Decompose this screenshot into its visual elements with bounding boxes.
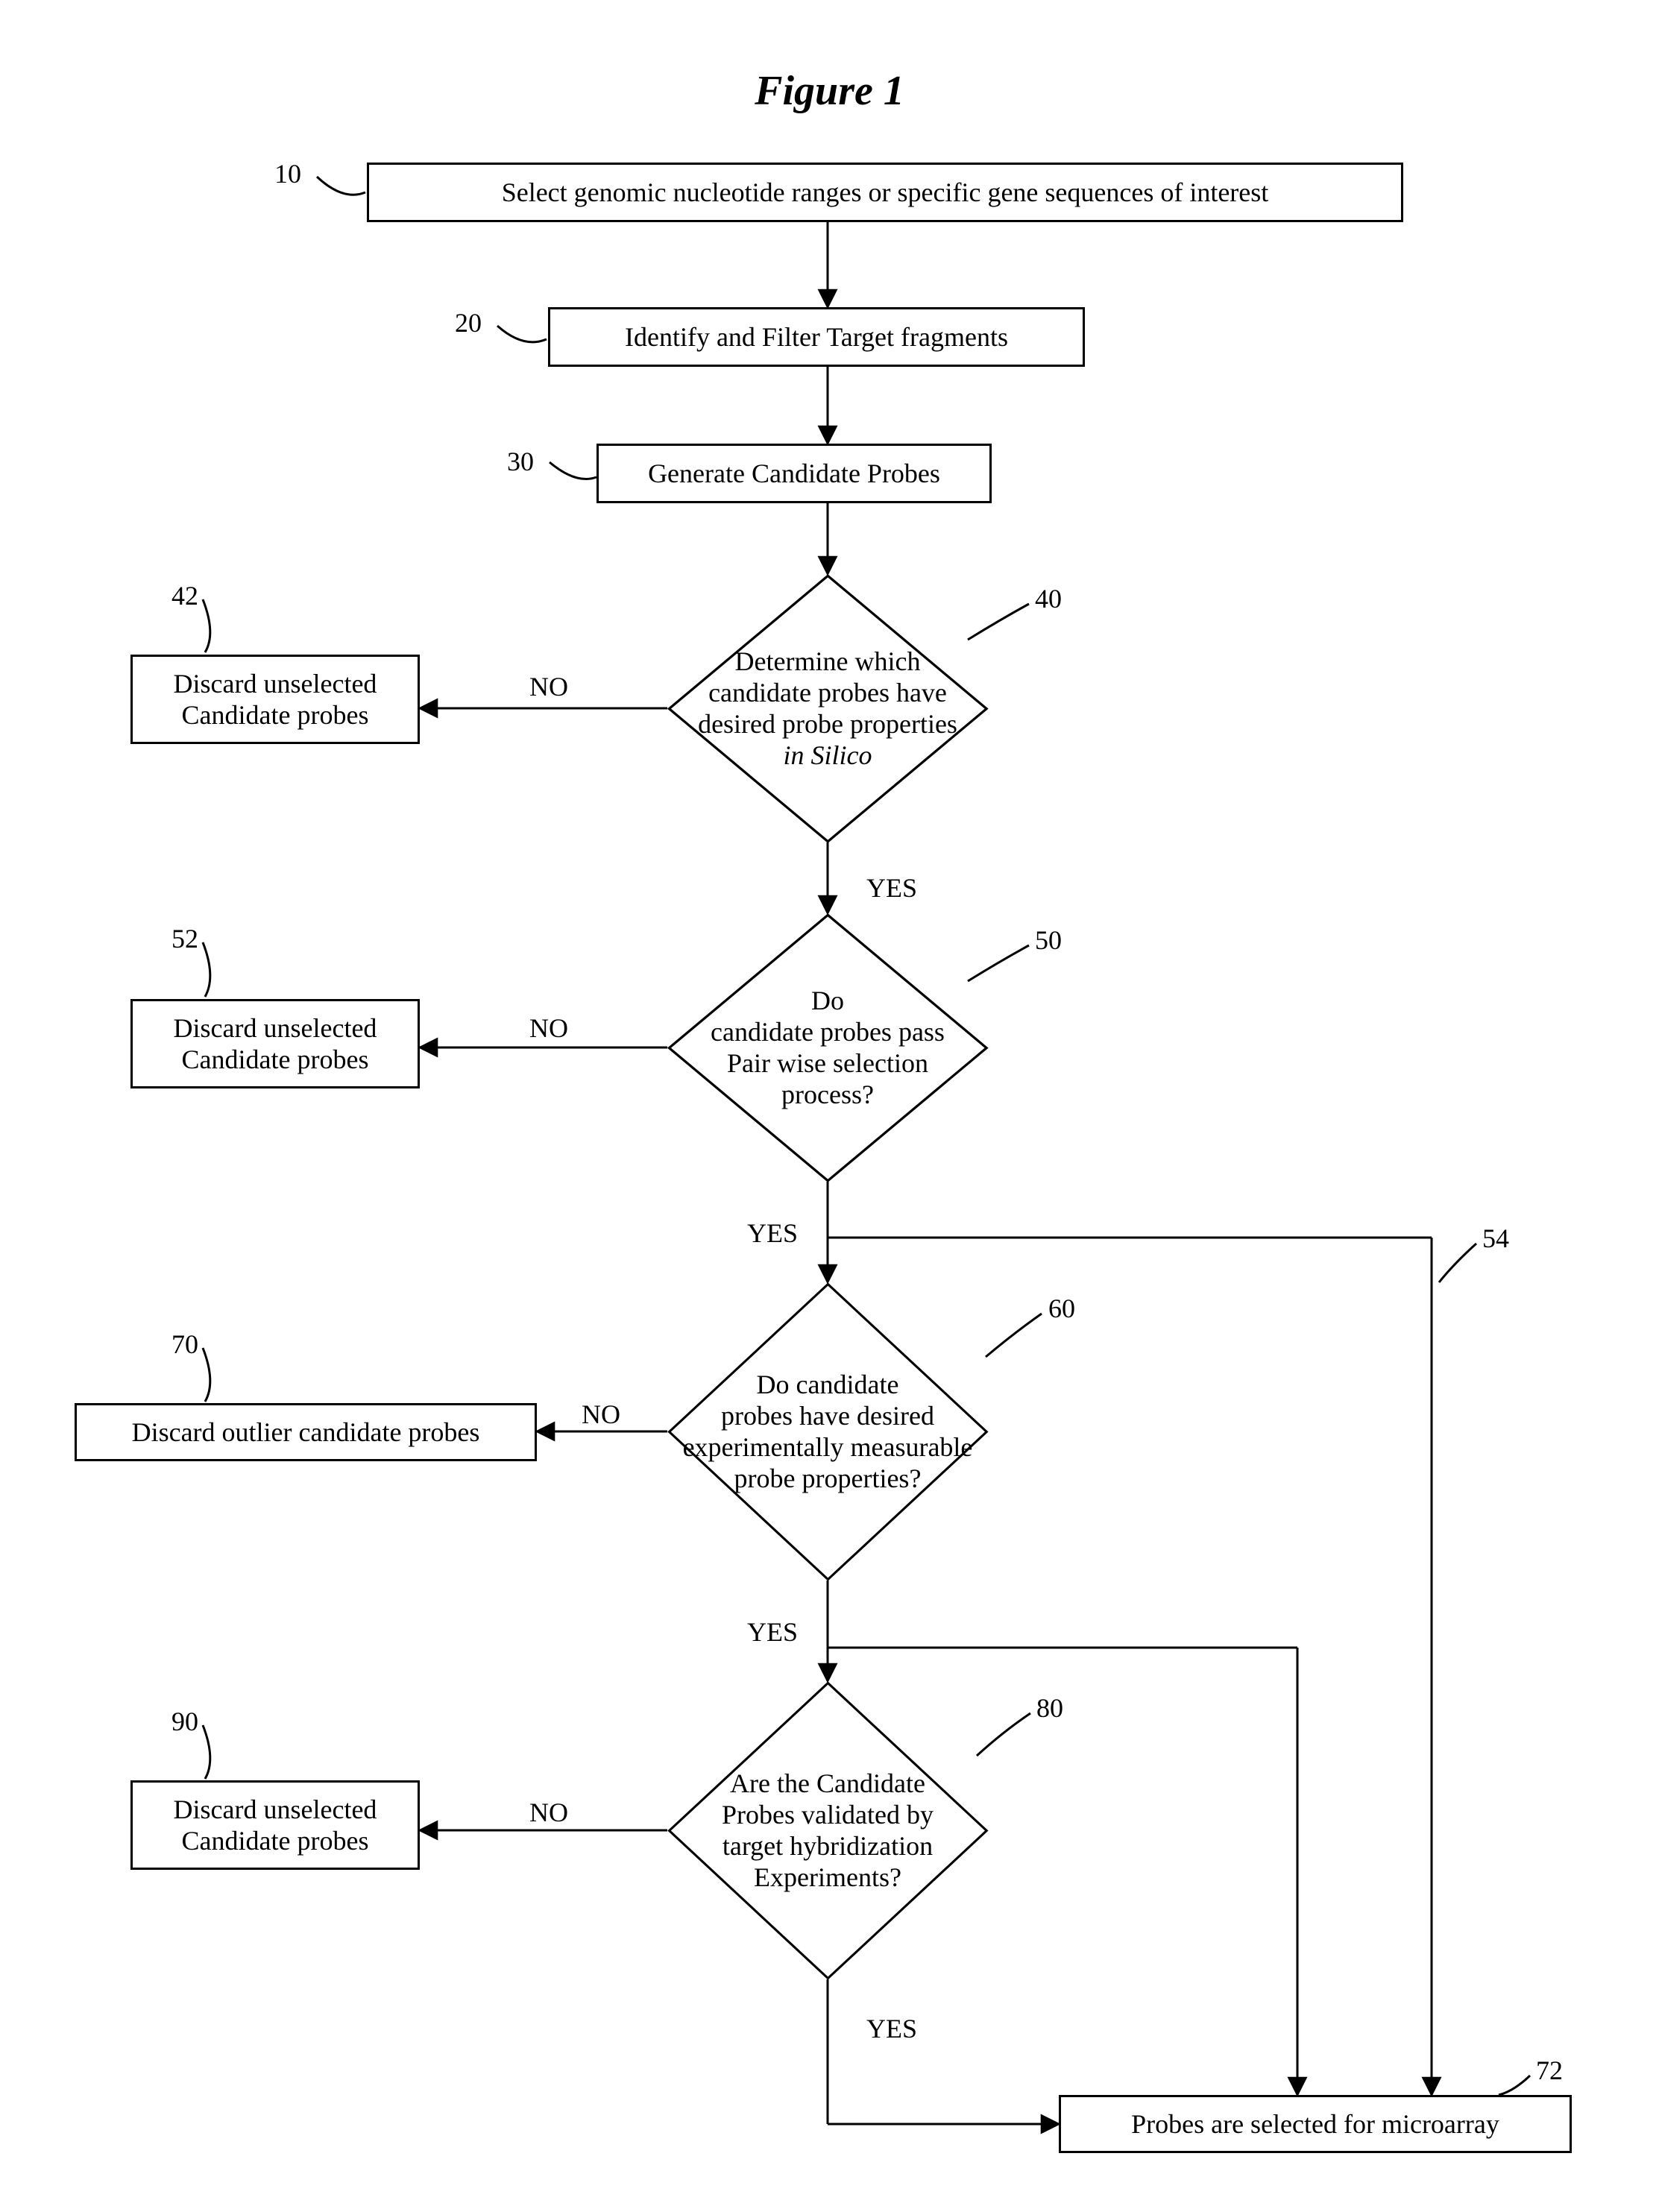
callout-90-num: 90 (171, 1706, 198, 1737)
box-90: Discard unselected Candidate probes (130, 1780, 420, 1870)
box-42: Discard unselected Candidate probes (130, 655, 420, 744)
box-20: Identify and Filter Target fragments (548, 307, 1085, 367)
diamond-80-text: Are the CandidateProbes validated bytarg… (667, 1681, 988, 1979)
callout-54-num: 54 (1482, 1223, 1509, 1254)
label-no-80: NO (529, 1797, 568, 1828)
label-yes-60: YES (747, 1616, 798, 1648)
callout-40-num: 40 (1035, 583, 1062, 614)
callout-60-num: 60 (1048, 1293, 1075, 1324)
box-30: Generate Candidate Probes (596, 444, 992, 503)
label-yes-80: YES (866, 2013, 917, 2044)
callout-80-num: 80 (1036, 1692, 1063, 1724)
diamond-50: Docandidate probes passPair wise selecti… (667, 913, 988, 1182)
diamond-40: Determine whichcandidate probes havedesi… (667, 574, 988, 842)
box-52: Discard unselected Candidate probes (130, 999, 420, 1088)
callout-42-num: 42 (171, 580, 198, 611)
label-no-50: NO (529, 1012, 568, 1044)
callout-10-num: 10 (274, 158, 301, 189)
diamond-40-text: Determine whichcandidate probes havedesi… (667, 574, 988, 842)
diamond-60: Do candidateprobes have desiredexperimen… (667, 1282, 988, 1581)
box-10: Select genomic nucleotide ranges or spec… (367, 163, 1403, 222)
label-no-40: NO (529, 671, 568, 702)
callout-70-num: 70 (171, 1329, 198, 1360)
figure-title: Figure 1 (0, 67, 1659, 115)
diamond-80: Are the CandidateProbes validated bytarg… (667, 1681, 988, 1979)
callout-20-num: 20 (455, 307, 482, 338)
callout-52-num: 52 (171, 923, 198, 954)
callout-72-num: 72 (1536, 2055, 1563, 2086)
label-yes-50: YES (747, 1217, 798, 1249)
callout-50-num: 50 (1035, 924, 1062, 956)
label-yes-40: YES (866, 872, 917, 904)
label-no-60: NO (582, 1399, 620, 1430)
box-72: Probes are selected for microarray (1059, 2095, 1572, 2153)
diamond-50-text: Docandidate probes passPair wise selecti… (667, 913, 988, 1182)
box-70: Discard outlier candidate probes (75, 1403, 537, 1461)
diamond-60-text: Do candidateprobes have desiredexperimen… (667, 1282, 988, 1581)
callout-30-num: 30 (507, 446, 534, 477)
